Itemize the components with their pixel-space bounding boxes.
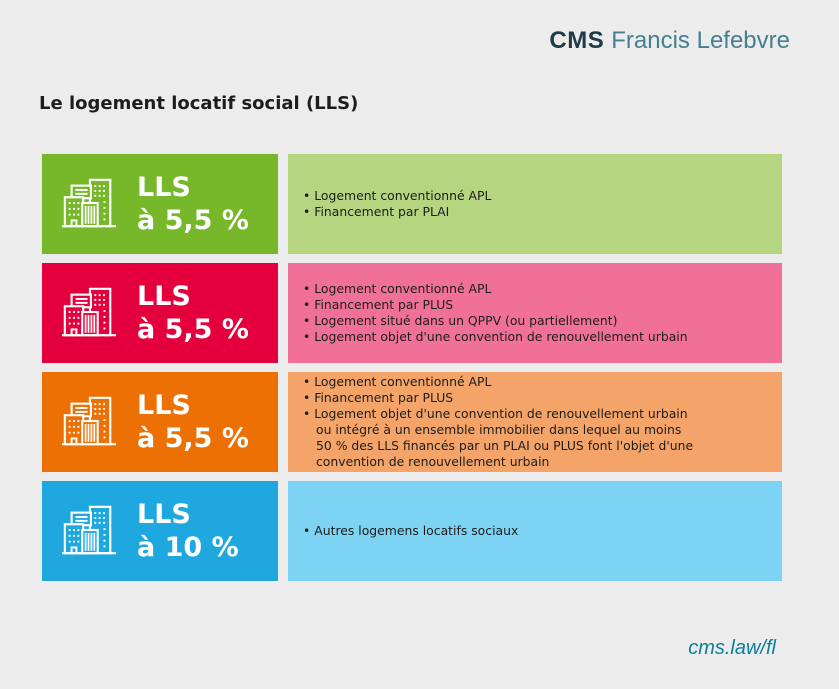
rate-label: LLS à 10 % xyxy=(137,498,239,564)
logo-francis-lefebvre-text: Francis Lefebvre xyxy=(611,27,790,54)
criteria-item: Logement conventionné APL xyxy=(303,374,770,390)
criteria-item: Logement objet d'une convention de renou… xyxy=(303,406,770,470)
rate-label-line1: LLS xyxy=(137,499,191,530)
buildings-icon xyxy=(60,394,118,450)
lls-row-5-5-plai: LLS à 5,5 % Logement conventionné APL Fi… xyxy=(42,154,782,254)
rate-block: LLS à 5,5 % xyxy=(42,372,278,472)
lls-row-5-5-plus-qppv: LLS à 5,5 % Logement conventionné APL Fi… xyxy=(42,263,782,363)
rate-label-line2: à 5,5 % xyxy=(137,423,249,454)
logo-cms-text: CMS xyxy=(549,27,605,54)
criteria-block: Logement conventionné APL Financement pa… xyxy=(288,154,782,254)
criteria-item: Financement par PLUS xyxy=(303,297,770,313)
lls-row-10-autres: LLS à 10 % Autres logemens locatifs soci… xyxy=(42,481,782,581)
buildings-icon xyxy=(60,285,118,341)
buildings-icon xyxy=(60,176,118,232)
rate-block: LLS à 5,5 % xyxy=(42,154,278,254)
criteria-item: Logement conventionné APL xyxy=(303,188,770,204)
rate-label: LLS à 5,5 % xyxy=(137,171,249,237)
rate-block: LLS à 10 % xyxy=(42,481,278,581)
cms-law-link[interactable]: cms.law/fl xyxy=(688,637,776,659)
buildings-icon xyxy=(60,503,118,559)
rate-label: LLS à 5,5 % xyxy=(137,280,249,346)
criteria-item: Logement objet d'une convention de renou… xyxy=(303,329,770,345)
lls-table: LLS à 5,5 % Logement conventionné APL Fi… xyxy=(42,154,782,581)
criteria-list: Logement conventionné APL Financement pa… xyxy=(288,188,782,220)
rate-block: LLS à 5,5 % xyxy=(42,263,278,363)
rate-label-line1: LLS xyxy=(137,281,191,312)
rate-label-line1: LLS xyxy=(137,390,191,421)
criteria-item: Financement par PLAI xyxy=(303,204,770,220)
criteria-list: Logement conventionné APL Financement pa… xyxy=(288,374,782,470)
rate-label-line2: à 10 % xyxy=(137,532,239,563)
rate-label: LLS à 5,5 % xyxy=(137,389,249,455)
criteria-item: Logement situé dans un QPPV (ou partiell… xyxy=(303,313,770,329)
criteria-block: Logement conventionné APL Financement pa… xyxy=(288,263,782,363)
rate-label-line2: à 5,5 % xyxy=(137,314,249,345)
criteria-item: Autres logemens locatifs sociaux xyxy=(303,523,770,539)
criteria-block: Autres logemens locatifs sociaux xyxy=(288,481,782,581)
criteria-item: Financement par PLUS xyxy=(303,390,770,406)
criteria-list: Autres logemens locatifs sociaux xyxy=(288,523,782,539)
page-title: Le logement locatif social (LLS) xyxy=(39,93,359,114)
cms-logo: CMS Francis Lefebvre xyxy=(549,27,790,55)
criteria-item: Logement conventionné APL xyxy=(303,281,770,297)
criteria-block: Logement conventionné APL Financement pa… xyxy=(288,372,782,472)
criteria-list: Logement conventionné APL Financement pa… xyxy=(288,281,782,345)
lls-row-5-5-plus-renouvellement: LLS à 5,5 % Logement conventionné APL Fi… xyxy=(42,372,782,472)
rate-label-line2: à 5,5 % xyxy=(137,205,249,236)
rate-label-line1: LLS xyxy=(137,172,191,203)
